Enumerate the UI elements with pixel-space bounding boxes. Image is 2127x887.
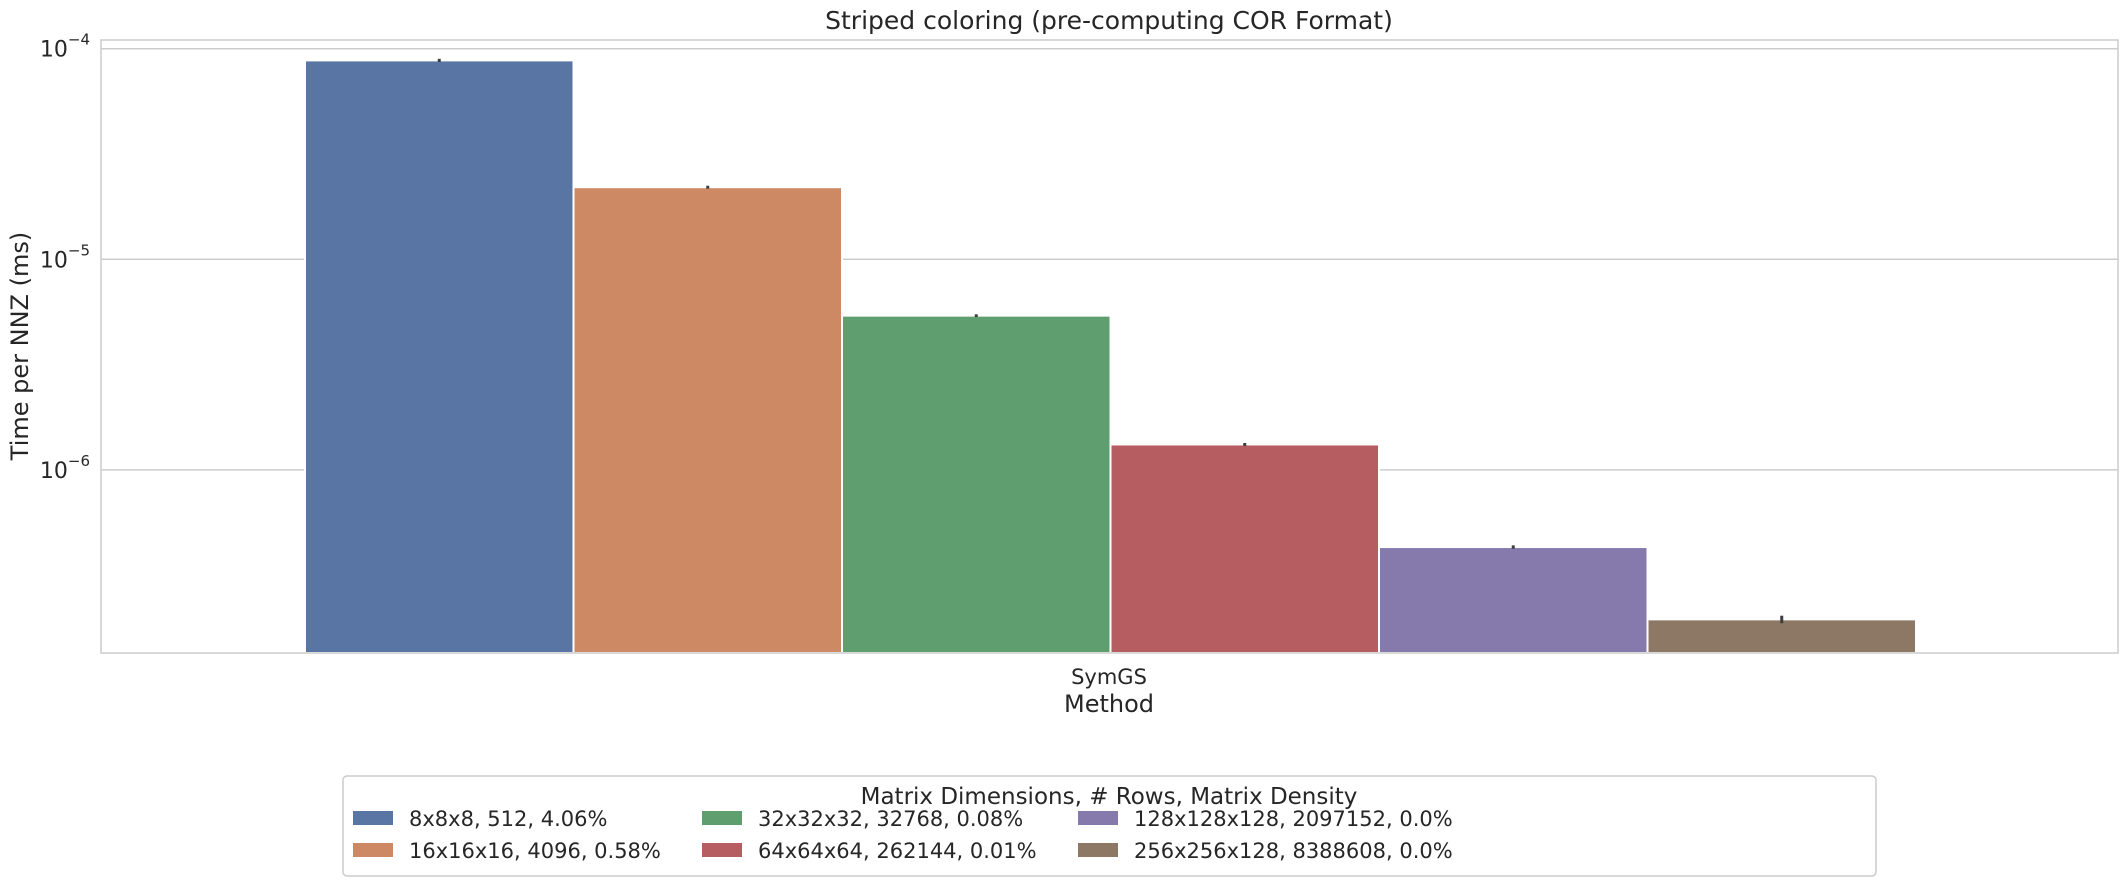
y-tick-label: 10−5 xyxy=(40,241,90,273)
legend-swatch xyxy=(353,843,393,857)
bar xyxy=(572,186,843,654)
legend-label: 256x256x128, 8388608, 0.0% xyxy=(1134,839,1453,863)
bar xyxy=(1378,546,1649,654)
plot-frame xyxy=(100,39,2119,654)
legend-title: Matrix Dimensions, # Rows, Matrix Densit… xyxy=(861,784,1358,810)
chart-title: Striped coloring (pre-computing COR Form… xyxy=(825,6,1393,35)
y-tick-label: 10−6 xyxy=(40,452,90,484)
bar xyxy=(304,59,575,655)
legend-label: 8x8x8, 512, 4.06% xyxy=(409,807,607,831)
y-tick-base: 10 xyxy=(40,38,68,63)
y-tick-base: 10 xyxy=(40,459,68,484)
bar xyxy=(841,314,1112,654)
bar xyxy=(1109,443,1380,654)
y-tick-exponent: −5 xyxy=(68,241,90,259)
y-tick-labels: 10−610−510−4 xyxy=(40,31,90,484)
legend-swatch xyxy=(1078,843,1118,857)
legend-swatch xyxy=(1078,811,1118,825)
legend-label: 32x32x32, 32768, 0.08% xyxy=(758,807,1023,831)
y-tick-exponent: −6 xyxy=(68,452,90,470)
legend-swatch xyxy=(353,811,393,825)
x-axis-label: Method xyxy=(1064,690,1154,718)
bar xyxy=(1646,618,1917,654)
legend-entries: 8x8x8, 512, 4.06% 16x16x16, 4096, 0.58% 32… xyxy=(353,807,1453,863)
legend-swatch xyxy=(702,811,742,825)
legend: Matrix Dimensions, # Rows, Matrix Densit… xyxy=(342,775,1877,877)
y-tick-base: 10 xyxy=(40,248,68,273)
legend-label: 128x128x128, 2097152, 0.0% xyxy=(1134,807,1453,831)
y-axis-label: Time per NNZ (ms) xyxy=(6,232,34,461)
x-tick-label: SymGS xyxy=(1071,665,1147,689)
bars xyxy=(304,58,1917,655)
legend-label: 64x64x64, 262144, 0.01% xyxy=(758,839,1037,863)
y-tick-exponent: −4 xyxy=(68,31,90,49)
y-tick-label: 10−4 xyxy=(40,31,90,63)
legend-swatch xyxy=(702,843,742,857)
legend-label: 16x16x16, 4096, 0.58% xyxy=(409,839,661,863)
